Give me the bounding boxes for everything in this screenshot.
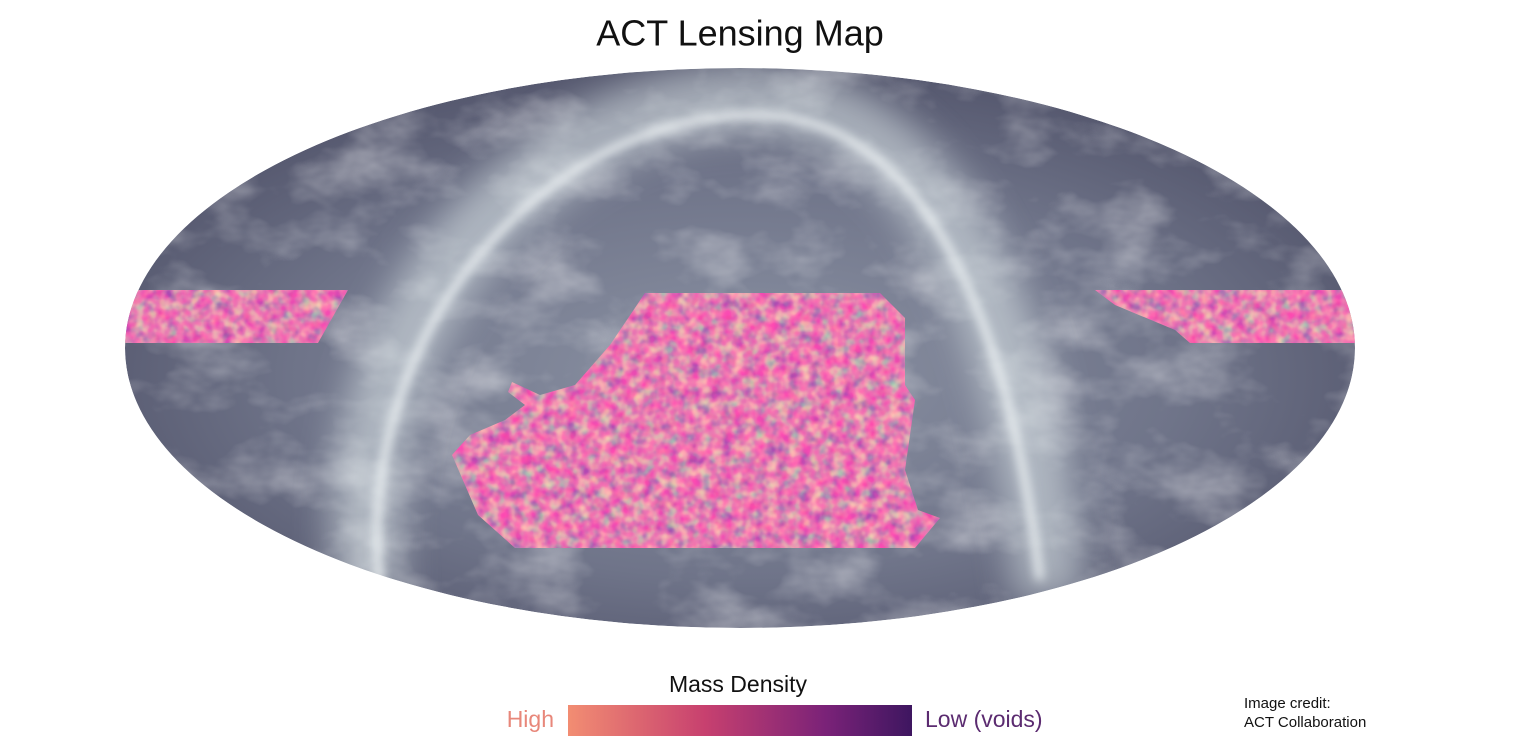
map-title: ACT Lensing Map — [596, 13, 884, 54]
image-credit: Image credit: ACT Collaboration — [1244, 695, 1366, 731]
galactic-band — [330, 68, 1085, 605]
legend-title: Mass Density — [669, 671, 808, 697]
colorbar — [568, 705, 912, 736]
credit-line: Image credit: — [1244, 695, 1331, 712]
legend-low-label: Low (voids) — [925, 706, 1043, 732]
lensing-patch-center — [452, 293, 940, 548]
legend-high-label: High — [507, 706, 554, 732]
color-legend: Mass Density High Low (voids) — [507, 671, 1043, 736]
lensing-patch-right — [1095, 290, 1355, 343]
sky-map — [125, 68, 1355, 628]
lensing-patch-left — [125, 290, 348, 343]
credit-line: ACT Collaboration — [1244, 714, 1366, 731]
galactic-plane — [373, 110, 1044, 591]
